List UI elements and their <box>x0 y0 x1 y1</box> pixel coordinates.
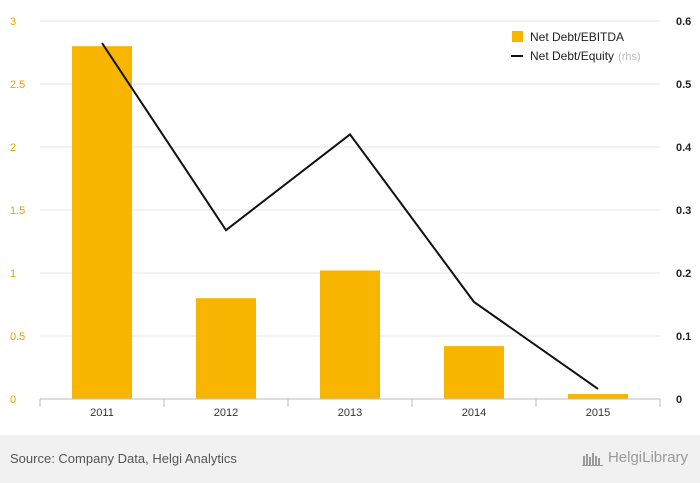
legend-swatch-bar <box>512 31 523 42</box>
legend-label-line-suffix: (rhs) <box>618 51 641 63</box>
bar-2014 <box>444 346 504 399</box>
bar-2011 <box>72 46 132 399</box>
legend: Net Debt/EBITDA Net Debt/Equity (rhs) <box>511 30 641 63</box>
library-icon <box>581 452 603 466</box>
y-left-tick-label: 3 <box>10 16 16 28</box>
gridlines <box>40 20 660 337</box>
y-right-tick-label: 0.5 <box>676 79 691 91</box>
bar-2012 <box>196 298 256 399</box>
legend-label-bar: Net Debt/EBITDA <box>530 30 624 44</box>
y-left-tick-label: 2.5 <box>10 79 25 91</box>
x-tick-label: 2014 <box>462 407 486 419</box>
x-tick-label: 2012 <box>214 407 238 419</box>
y-right-tick-label: 0 <box>676 394 682 406</box>
y-left-tick-label: 2 <box>10 142 16 154</box>
legend-label-line: Net Debt/Equity (rhs) <box>530 49 641 63</box>
y-left-tick-label: 0 <box>10 394 16 406</box>
x-tick-label: 2011 <box>90 407 114 419</box>
brand-logo[interactable]: HelgiLibrary <box>581 449 688 466</box>
brand-name: HelgiLibrary <box>607 449 688 466</box>
axes: 0 0.5 1 1.5 2 2.5 3 0 0.1 0.2 0.3 0.4 0.5 0.6 2011 2012… <box>10 16 692 419</box>
y-left-tick-label: 1.5 <box>10 205 25 217</box>
line-series <box>101 42 599 390</box>
x-tick-label: 2015 <box>586 407 610 419</box>
bars <box>72 46 628 399</box>
chart: 0 0.5 1 1.5 2 2.5 3 0 0.1 0.2 0.3 0.4 0.5 0.6 2011 2012… <box>10 16 692 419</box>
y-right-tick-label: 0.3 <box>676 205 691 217</box>
x-tick-label: 2013 <box>338 407 362 419</box>
bar-2015 <box>568 393 628 399</box>
y-right-tick-label: 0.4 <box>676 142 692 154</box>
line-net-debt-equity <box>101 42 599 390</box>
y-left-tick-label: 1 <box>10 268 16 280</box>
y-right-tick-label: 0.1 <box>676 331 691 343</box>
legend-label-line-text: Net Debt/Equity <box>530 49 614 63</box>
y-left-tick-label: 0.5 <box>10 331 25 343</box>
y-right-tick-label: 0.6 <box>676 16 691 28</box>
y-right-tick-label: 0.2 <box>676 268 691 280</box>
bar-2013 <box>320 270 380 399</box>
footer: Source: Company Data, Helgi Analytics He… <box>0 435 700 483</box>
source-text: Source: Company Data, Helgi Analytics <box>10 451 237 466</box>
